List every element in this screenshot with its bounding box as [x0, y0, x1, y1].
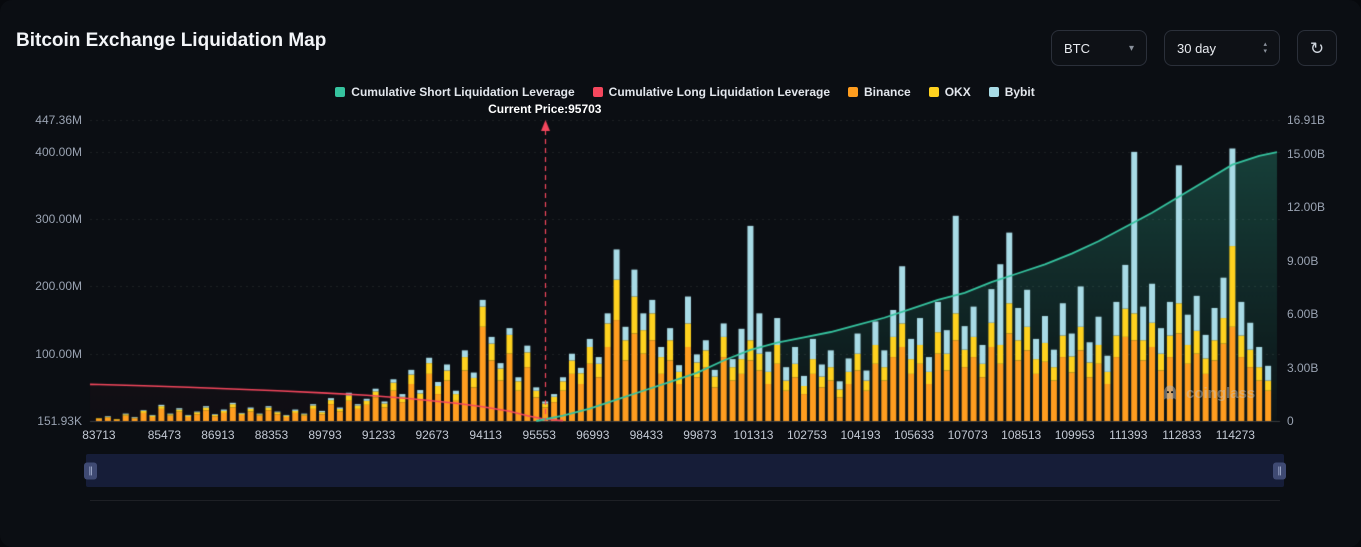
legend-swatch-icon [988, 87, 999, 97]
legend-label: Binance [864, 85, 911, 99]
x-axis-tick: 95553 [522, 428, 556, 442]
navigator-left-handle[interactable]: ∥ [84, 462, 97, 479]
coin-select-value: BTC [1064, 40, 1090, 56]
timeframe-select-value: 30 day [1177, 40, 1217, 56]
legend-item-1[interactable]: Cumulative Long Liquidation Leverage [592, 85, 831, 99]
x-axis-tick: 99873 [683, 428, 717, 442]
legend-item-2[interactable]: Binance [848, 85, 911, 99]
x-axis-tick: 102753 [786, 428, 827, 442]
x-axis-tick: 104193 [840, 428, 881, 442]
y-axis-right-tick: 9.00B [1287, 253, 1319, 268]
legend-swatch-icon [928, 87, 939, 97]
stepper-icons: ▴ ▾ [1263, 41, 1267, 55]
navigator-track-line [90, 500, 1280, 501]
legend-swatch-icon [848, 87, 859, 97]
x-axis-tick: 91233 [361, 428, 396, 442]
y-axis-left-tick: 100.00M [35, 346, 82, 361]
x-axis-tick: 86913 [201, 428, 235, 442]
y-axis-left-tick: 447.36M [35, 113, 82, 127]
legend-label: Bybit [1004, 85, 1035, 99]
y-axis-right-tick: 6.00B [1287, 307, 1319, 322]
y-axis-right-tick: 0 [1287, 414, 1294, 428]
legend-label: OKX [944, 85, 971, 99]
refresh-icon: ↻ [1309, 38, 1325, 58]
x-axis-tick: 107073 [947, 428, 988, 442]
stepper-down-icon[interactable]: ▾ [1263, 48, 1267, 55]
y-axis-right-tick: 16.91B [1287, 113, 1326, 127]
header-controls: BTC ▾ 30 day ▴ ▾ ↻ [1051, 30, 1337, 66]
legend-item-4[interactable]: Bybit [988, 85, 1035, 99]
x-axis-tick: 89793 [308, 428, 342, 442]
watermark-text: coinglass [1186, 384, 1256, 402]
drag-handle-icon: ∥ [88, 465, 93, 475]
x-axis-tick: 92673 [415, 428, 449, 442]
y-axis-left-tick: 400.00M [35, 144, 82, 159]
y-axis-right-tick: 15.00B [1287, 146, 1326, 161]
chart-legend: Cumulative Short Liquidation Leverage Cum… [90, 85, 1280, 99]
chevron-down-icon: ▾ [1128, 42, 1134, 54]
x-axis-tick: 94113 [469, 428, 502, 442]
legend-label: Cumulative Short Liquidation Leverage [351, 85, 575, 99]
legend-label: Cumulative Long Liquidation Leverage [608, 85, 831, 99]
watermark: coinglass [1160, 383, 1255, 403]
x-axis-tick: 114273 [1215, 428, 1255, 442]
y-axis-right-tick: 3.00B [1287, 360, 1319, 375]
stepper-up-icon[interactable]: ▴ [1263, 41, 1267, 48]
y-axis-left-tick: 300.00M [35, 212, 82, 227]
x-axis-tick: 112833 [1162, 428, 1202, 442]
y-axis-right-tick: 12.00B [1287, 200, 1326, 215]
y-axis-left-tick: 151.93K [37, 413, 82, 428]
x-axis-tick: 98433 [629, 428, 663, 442]
refresh-button[interactable]: ↻ [1297, 30, 1337, 66]
legend-swatch-icon [592, 87, 603, 97]
range-navigator[interactable]: ∥ ∥ [84, 454, 1286, 487]
x-axis-tick: 96993 [576, 428, 610, 442]
x-axis-tick: 83713 [82, 428, 116, 442]
legend-item-3[interactable]: OKX [928, 85, 971, 99]
x-axis-tick: 88353 [254, 428, 289, 442]
x-axis-tick: 111393 [1109, 428, 1148, 442]
coinglass-logo-icon [1164, 385, 1176, 400]
drag-handle-icon: ∥ [1277, 465, 1282, 475]
y-axis-left-tick: 200.00M [35, 279, 82, 294]
coin-select[interactable]: BTC ▾ [1051, 30, 1147, 66]
x-axis-tick: 105633 [894, 428, 935, 442]
navigator-right-handle[interactable]: ∥ [1273, 462, 1286, 479]
x-axis-tick: 101313 [733, 428, 774, 442]
x-axis-tick: 85473 [147, 428, 182, 442]
x-axis-tick: 108513 [1001, 428, 1042, 442]
timeframe-select[interactable]: 30 day ▴ ▾ [1164, 30, 1280, 66]
x-axis-tick: 109953 [1054, 428, 1095, 442]
page-title: Bitcoin Exchange Liquidation Map [16, 30, 327, 51]
legend-item-0[interactable]: Cumulative Short Liquidation Leverage [335, 85, 575, 99]
current-price-label: Current Price:95703 [488, 102, 602, 116]
legend-swatch-icon [335, 87, 346, 97]
